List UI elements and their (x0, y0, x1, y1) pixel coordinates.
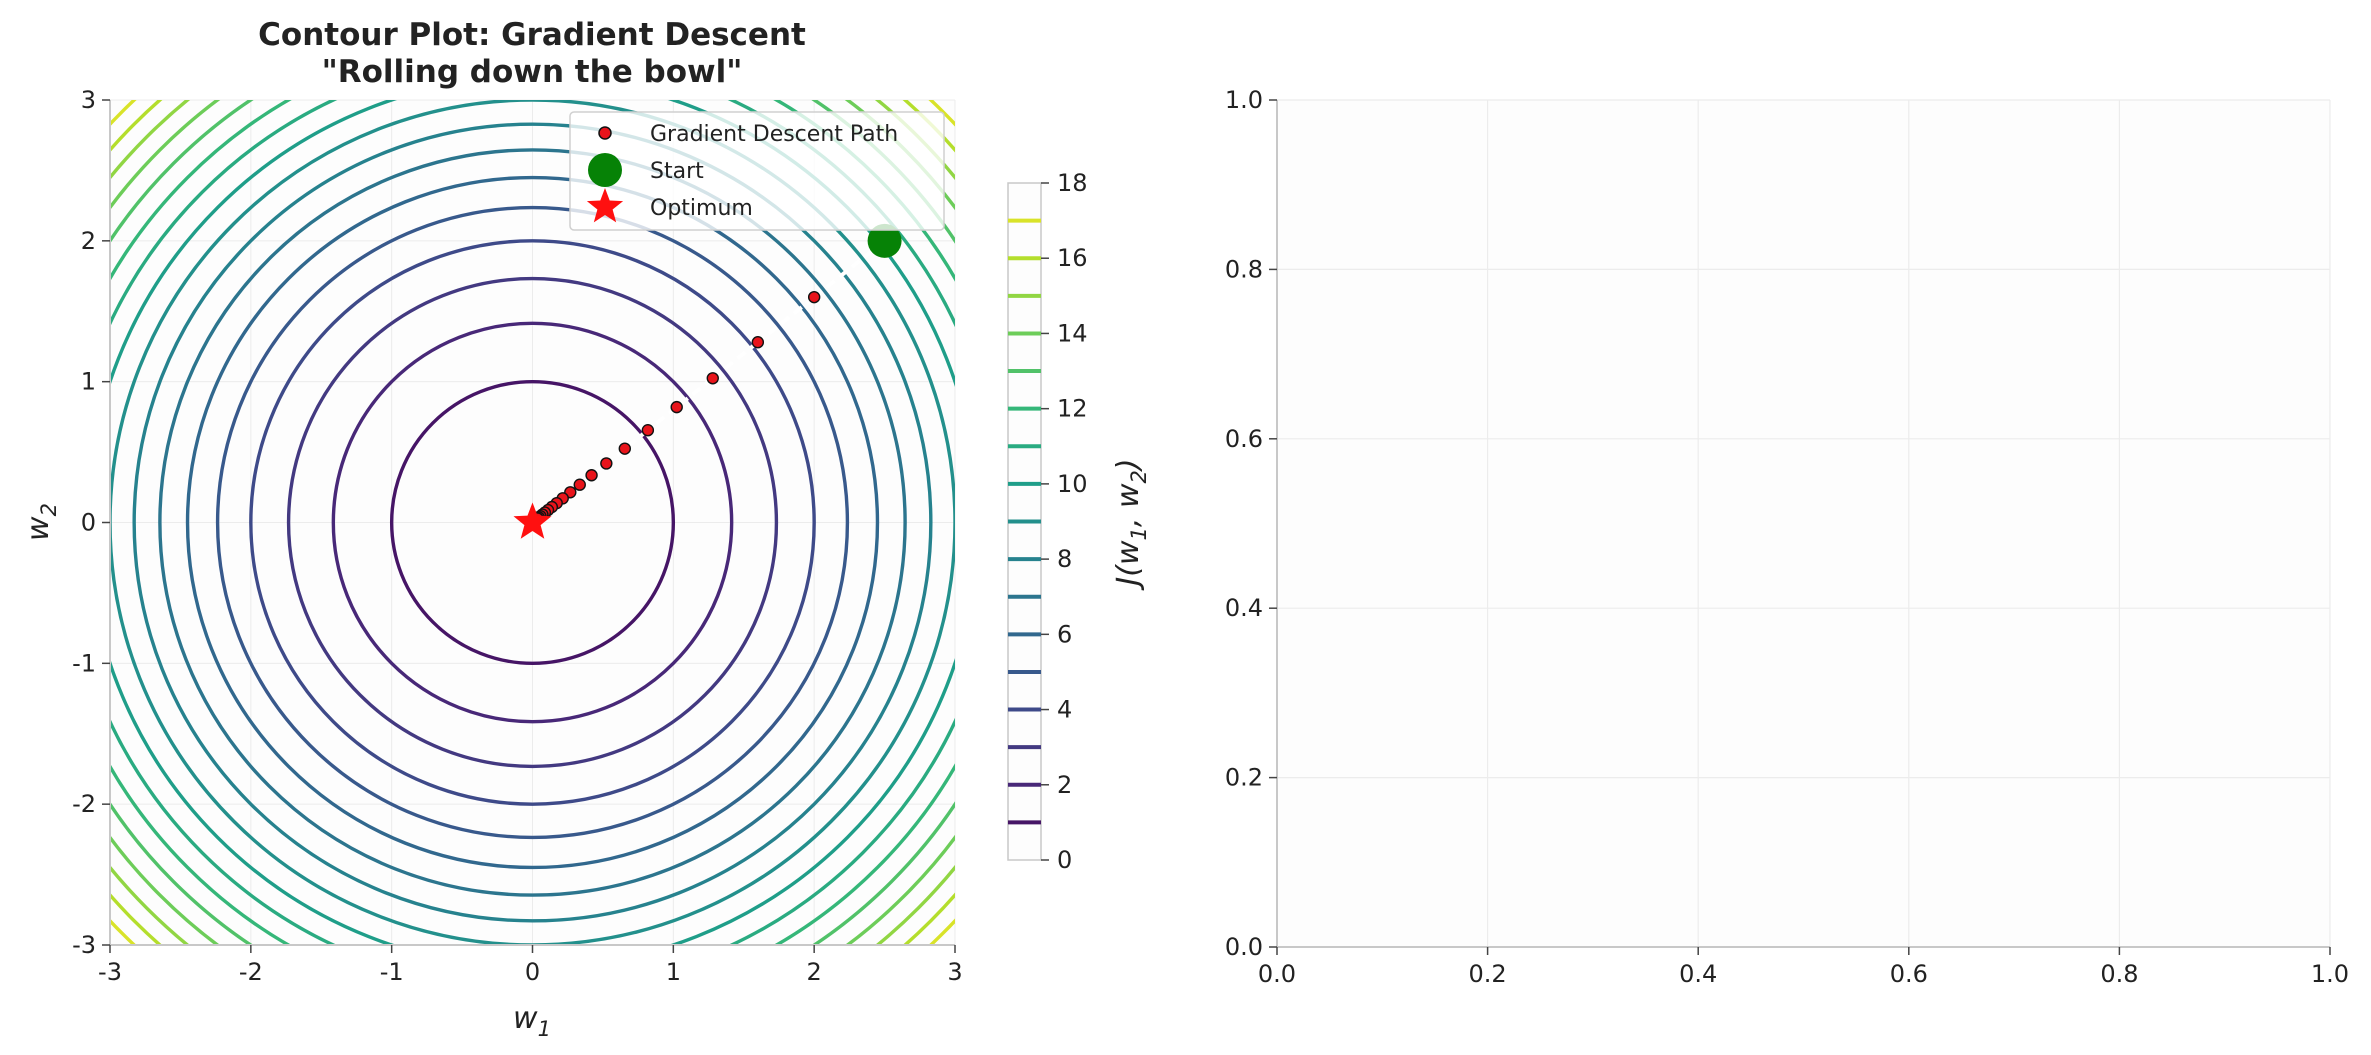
empty-x-tick-label: 0.8 (2100, 960, 2138, 988)
contour-x-tick-label: -1 (380, 958, 404, 986)
empty-y-tick-label: 0.2 (1225, 764, 1263, 792)
empty-y-tick-label: 0.4 (1225, 594, 1263, 622)
contour-y-tick-label: 2 (81, 227, 96, 255)
colorbar-tick-label: 6 (1057, 620, 1072, 648)
empty-x-tick-label: 0.2 (1469, 960, 1507, 988)
contour-x-label: w1 (513, 1001, 551, 1041)
legend-path-marker (598, 126, 612, 140)
colorbar-tick-label: 4 (1057, 696, 1072, 724)
contour-x-tick-label: 0 (525, 958, 540, 986)
contour-title-line-2: "Rolling down the bowl" (322, 54, 743, 90)
legend-box (569, 111, 945, 231)
path-point (585, 469, 598, 482)
contour-y-ticks: -3 -2 -1 0 1 2 3 (72, 86, 110, 959)
empty-y-tick-label: 0.0 (1225, 933, 1263, 961)
empty-panel: 0.0 0.2 0.4 0.6 0.8 1.0 0.0 0.2 0.4 0.6 0.8 1.0 (1225, 86, 2349, 988)
path-segment (675, 376, 715, 409)
contour-x-tick-label: 1 (666, 958, 681, 986)
colorbar-label: J(w1, w2) (1111, 458, 1151, 590)
empty-y-tick-label: 0.6 (1225, 425, 1263, 453)
empty-y-tick-label: 1.0 (1225, 86, 1263, 114)
contour-y-tick-label: -2 (72, 790, 96, 818)
contour-y-tick-label: 3 (81, 86, 96, 114)
path-point (807, 290, 821, 304)
contour-line (215, 205, 850, 840)
path-point (751, 336, 765, 349)
contour-line (185, 175, 880, 870)
contour-x-tick-label: 2 (807, 958, 822, 986)
colorbar-tick-label: 10 (1057, 470, 1088, 498)
empty-y-tick-label: 0.8 (1225, 255, 1263, 283)
contour-x-tick-label: 3 (947, 958, 962, 986)
empty-plot-area (1277, 100, 2330, 947)
legend-optimum-marker (586, 188, 624, 223)
colorbar-tick-label: 2 (1057, 771, 1072, 799)
colorbar-tick-label: 12 (1057, 395, 1088, 423)
contour-y-tick-label: -3 (72, 931, 96, 959)
colorbar: 0 2 4 6 8 10 12 14 16 18 J(w1, w2) (1007, 169, 1151, 874)
colorbar-levels (1008, 218, 1041, 825)
colorbar-tick-label: 16 (1057, 244, 1088, 272)
colorbar-tick-label: 0 (1057, 846, 1072, 874)
empty-y-ticks: 0.0 0.2 0.4 0.6 0.8 1.0 (1225, 86, 1277, 961)
path-point (706, 372, 719, 385)
legend-start-label: Start (650, 159, 704, 184)
legend-start-marker (588, 153, 622, 187)
legend-optimum-label: Optimum (650, 196, 753, 221)
contour-line (286, 276, 779, 769)
contour-legend: Gradient Descent Path Start Optimum (569, 111, 945, 231)
colorbar-tick-label: 14 (1057, 319, 1088, 347)
path-point (618, 442, 632, 455)
contour-line (389, 379, 676, 666)
empty-x-tick-label: 1.0 (2311, 960, 2349, 988)
empty-x-tick-label: 0.4 (1679, 960, 1717, 988)
contour-x-tick-label: -2 (239, 958, 263, 986)
path-segment (711, 340, 760, 380)
path-point (600, 457, 613, 470)
contour-line (132, 122, 933, 923)
contour-y-label: w2 (21, 503, 61, 541)
contour-y-tick-label: 1 (81, 368, 96, 396)
gradient-descent-path (513, 223, 902, 539)
path-segment (756, 295, 816, 344)
contour-line (249, 239, 816, 806)
colorbar-tick-label: 8 (1057, 545, 1072, 573)
contour-line (158, 148, 907, 897)
optimum-marker (513, 502, 552, 539)
start-marker (867, 223, 902, 258)
empty-x-tick-label: 0.6 (1890, 960, 1928, 988)
colorbar-ticks: 0 2 4 6 8 10 12 14 16 18 (1041, 169, 1088, 874)
contour-lines (110, 100, 955, 945)
contour-x-ticks: -3 -2 -1 0 1 2 3 (98, 945, 963, 986)
empty-x-tick-label: 0.0 (1258, 960, 1296, 988)
path-point (670, 400, 683, 414)
path-point (573, 478, 586, 491)
colorbar-tick-label: 18 (1057, 169, 1088, 197)
contour-y-tick-label: 0 (81, 509, 96, 537)
contour-line (331, 321, 734, 724)
path-point (641, 423, 655, 437)
contour-y-tick-label: -1 (72, 649, 96, 677)
empty-x-ticks: 0.0 0.2 0.4 0.6 0.8 1.0 (1258, 947, 2349, 988)
legend-path-label: Gradient Descent Path (650, 122, 898, 147)
contour-title-line-1: Contour Plot: Gradient Descent (258, 17, 806, 53)
contour-x-tick-label: -3 (98, 958, 122, 986)
